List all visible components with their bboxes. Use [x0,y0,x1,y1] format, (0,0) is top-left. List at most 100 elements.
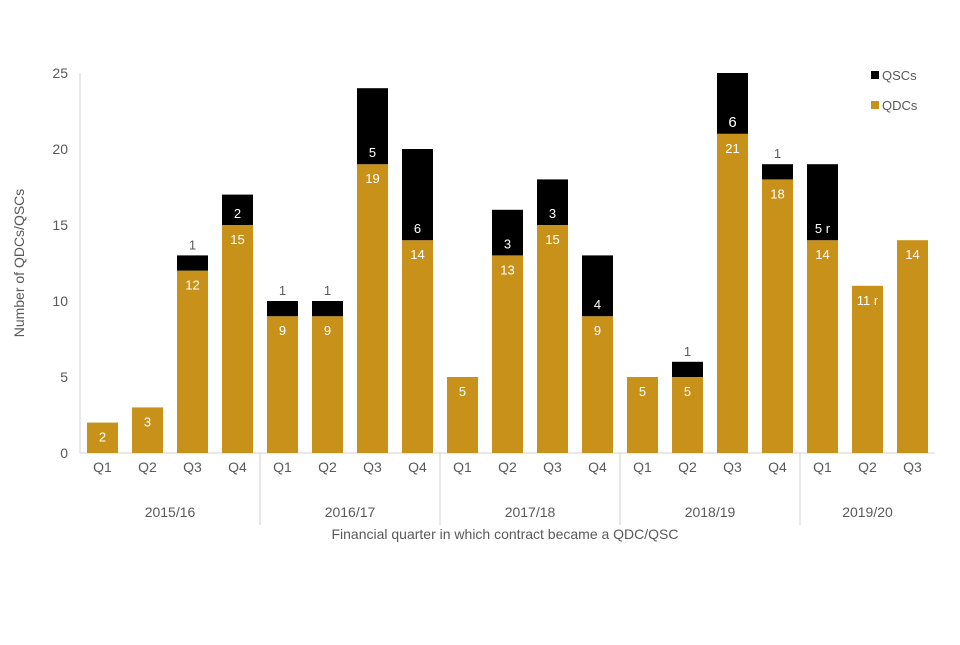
bar-qdcs [312,316,343,453]
bar-qdcs [582,316,613,453]
group-label: 2016/17 [325,504,376,520]
qdcs-data-label: 12 [185,278,199,293]
qdcs-data-label: 13 [500,262,514,277]
qdcs-data-label: 5 [459,384,466,399]
group-label: 2017/18 [505,504,556,520]
bar-qdcs [402,240,433,453]
qscs-data-label: 1 [279,283,286,298]
bar-qdcs [177,270,208,453]
qdcs-data-label: 14 [815,247,829,262]
qdcs-data-label: 19 [365,171,379,186]
bar-qdcs [762,179,793,453]
bar-qscs [222,194,253,225]
qdcs-data-label: 15 [230,232,244,247]
legend-label-qdcs: QDCs [882,98,918,113]
x-tick-label: Q4 [588,459,607,475]
bar-qscs [807,164,838,241]
x-tick-label: Q3 [543,459,562,475]
qdcs-data-label: 5 [639,384,646,399]
bar-qdcs [807,240,838,453]
y-tick-label: 5 [60,369,68,385]
group-label: 2018/19 [685,504,736,520]
qdcs-data-label: 18 [770,186,784,201]
y-tick-label: 15 [52,217,68,233]
qdcs-data-label: 9 [594,323,601,338]
qscs-data-label: 2 [234,206,241,221]
qdcs-data-label: 9 [279,323,286,338]
qscs-data-label: 4 [594,297,601,312]
group-label: 2015/16 [145,504,196,520]
y-tick-label: 20 [52,141,68,157]
bar-qdcs [672,377,703,453]
bar-qscs [402,149,433,241]
bar-qdcs [627,377,658,453]
x-tick-label: Q2 [138,459,157,475]
bar-qscs [177,255,208,271]
qscs-data-label: 5 r [815,221,831,236]
bar-qscs [357,88,388,165]
bar-qdcs [357,164,388,453]
x-tick-label: Q4 [768,459,787,475]
qdcs-data-label: 2 [99,430,106,445]
x-tick-label: Q3 [183,459,202,475]
bar-qscs [717,73,748,134]
qdcs-data-label: 11 r [857,293,879,308]
x-tick-label: Q2 [858,459,877,475]
qscs-data-label: 1 [324,283,331,298]
bar-qscs [672,361,703,377]
legend-swatch-qscs [871,71,879,79]
x-tick-label: Q3 [723,459,742,475]
bar-qdcs [537,225,568,453]
group-label: 2019/20 [842,504,893,520]
qscs-data-label: 3 [549,206,556,221]
qscs-data-label: 3 [504,236,511,251]
x-tick-label: Q2 [318,459,337,475]
legend-label-qscs: QSCs [882,68,917,83]
qscs-data-label: 6 [414,221,421,236]
bar-qdcs [87,422,118,453]
x-axis-label: Financial quarter in which contract beca… [331,526,678,542]
bar-qscs [312,301,343,317]
x-tick-label: Q2 [678,459,697,475]
bar-qdcs [492,255,523,453]
bar-qdcs [717,133,748,454]
x-tick-label: Q1 [633,459,652,475]
qscs-data-label: 1 [684,344,691,359]
x-tick-label: Q3 [903,459,922,475]
qdcs-data-label: 15 [545,232,559,247]
qscs-data-label: 1 [189,237,196,252]
y-tick-label: 25 [52,65,68,81]
bar-qdcs [132,407,163,453]
qscs-data-label: 6 [728,114,736,131]
qdcs-data-label: 21 [725,141,739,156]
bar-qdcs [447,377,478,453]
legend: QSCs QDCs [871,68,918,113]
bar-qscs [762,164,793,180]
qdcs-data-label: 5 [684,384,691,399]
y-tick-label: 0 [60,445,68,461]
qdcs-data-label: 9 [324,323,331,338]
x-tick-label: Q1 [273,459,292,475]
bar-qscs [267,301,298,317]
bar-qdcs [897,240,928,453]
qdcs-data-label: 14 [410,247,424,262]
x-tick-label: Q3 [363,459,382,475]
x-tick-label: Q4 [408,459,427,475]
y-axis-label: Number of QDCs/QSCs [11,189,27,338]
qdcs-data-label: 14 [905,247,919,262]
bar-qdcs [222,225,253,453]
qdcs-data-label: 3 [144,414,151,429]
bar-qscs [537,179,568,225]
x-tick-label: Q1 [453,459,472,475]
qscs-data-label: 5 [369,145,376,160]
legend-swatch-qdcs [871,101,879,109]
x-tick-label: Q1 [813,459,832,475]
bar-qdcs [267,316,298,453]
bar-qscs [492,209,523,256]
qscs-data-label: 1 [774,146,781,161]
x-tick-label: Q2 [498,459,517,475]
x-tick-label: Q1 [93,459,112,475]
bar-qdcs [852,285,883,453]
bar-qscs [582,255,613,317]
